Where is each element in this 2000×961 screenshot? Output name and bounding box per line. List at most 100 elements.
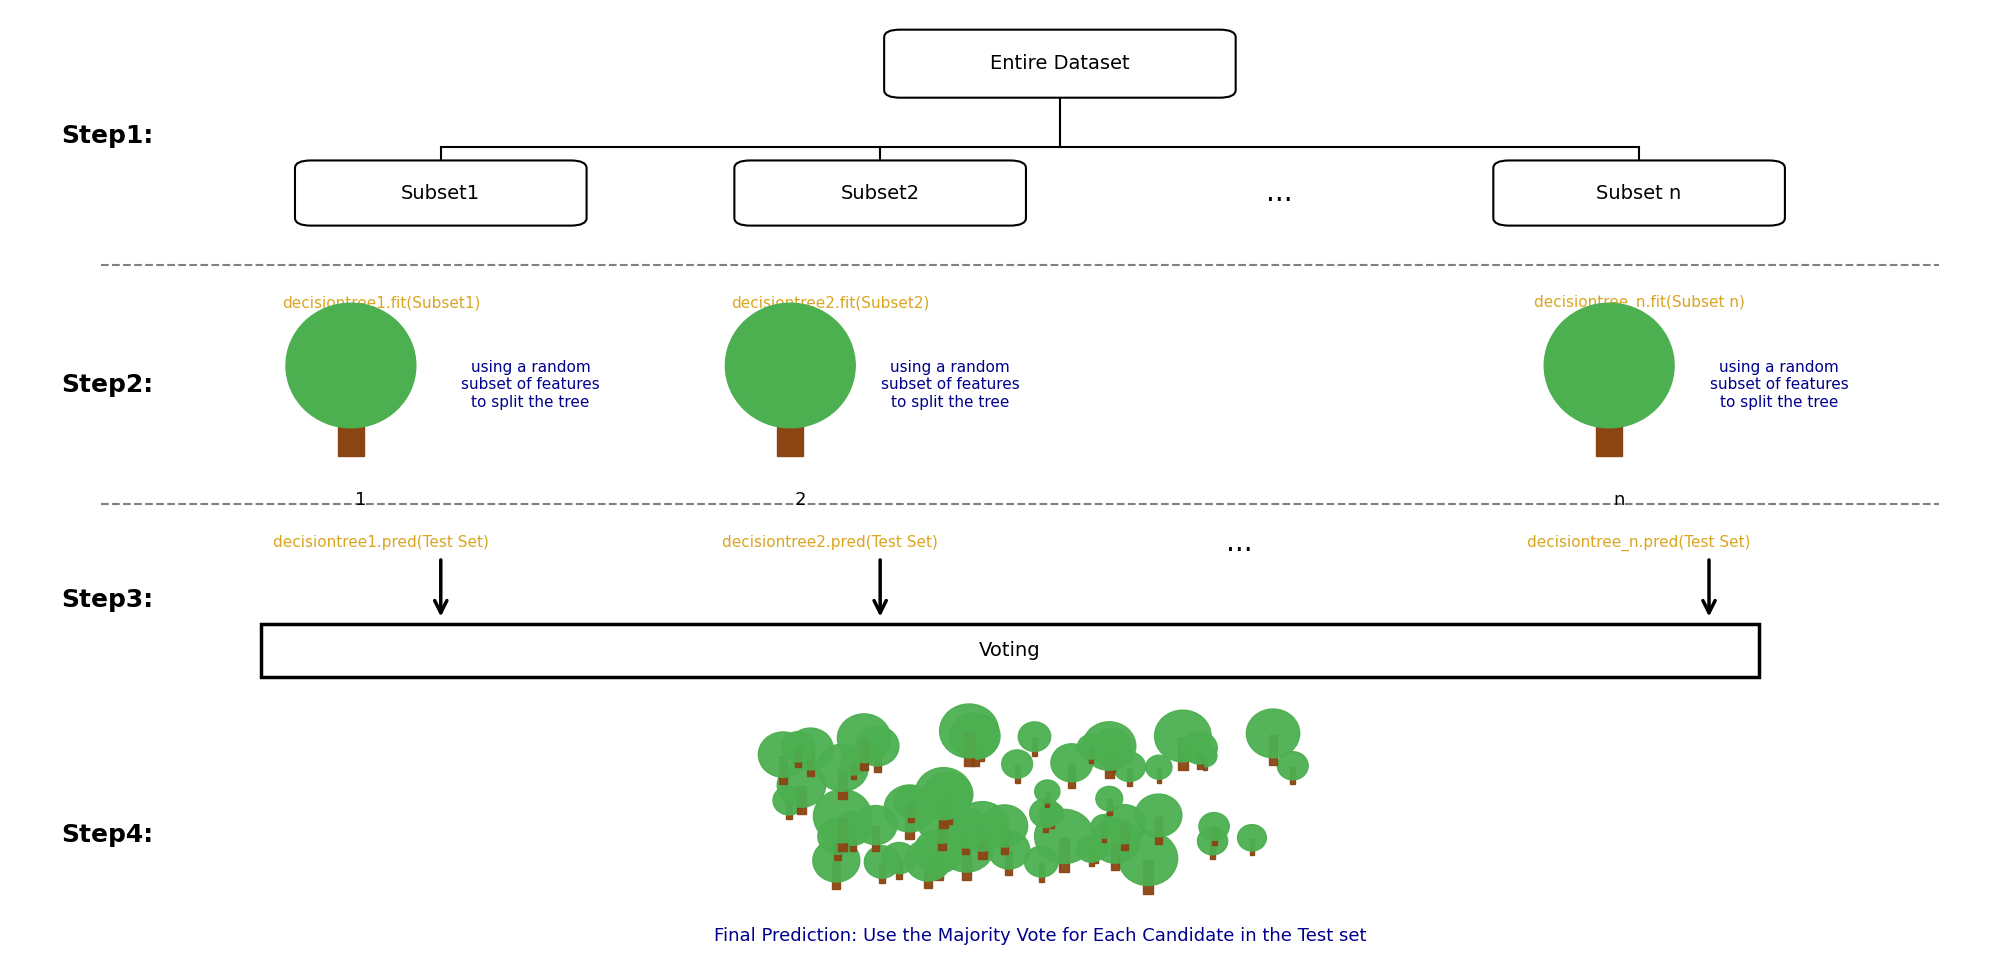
- Ellipse shape: [916, 768, 972, 820]
- Ellipse shape: [778, 763, 826, 807]
- Bar: [1088, 748, 1094, 763]
- Bar: [786, 801, 792, 820]
- Text: Step4:: Step4:: [62, 823, 154, 847]
- Ellipse shape: [1076, 835, 1106, 862]
- Bar: [1212, 827, 1216, 845]
- Bar: [874, 748, 880, 772]
- Ellipse shape: [1198, 813, 1230, 840]
- Bar: [852, 764, 856, 778]
- Bar: [872, 826, 880, 850]
- Bar: [1290, 767, 1296, 784]
- Bar: [964, 732, 974, 766]
- Text: decisiontree1.pred(Test Set): decisiontree1.pred(Test Set): [272, 535, 488, 551]
- Ellipse shape: [834, 811, 872, 846]
- Bar: [970, 738, 980, 767]
- Ellipse shape: [726, 304, 856, 428]
- Text: 1: 1: [356, 491, 366, 508]
- Ellipse shape: [1082, 722, 1136, 771]
- Text: ...: ...: [1266, 179, 1292, 207]
- Bar: [1126, 768, 1132, 786]
- Text: decisiontree_n.fit(Subset n): decisiontree_n.fit(Subset n): [1534, 295, 1744, 311]
- Ellipse shape: [1050, 744, 1092, 782]
- Bar: [798, 786, 806, 814]
- Ellipse shape: [1198, 827, 1228, 855]
- Bar: [1210, 842, 1216, 859]
- Ellipse shape: [816, 744, 868, 791]
- Bar: [1046, 792, 1050, 806]
- Ellipse shape: [1096, 786, 1122, 811]
- Text: Step2:: Step2:: [62, 373, 154, 397]
- Ellipse shape: [1002, 750, 1032, 778]
- Bar: [962, 849, 972, 880]
- Text: 2: 2: [794, 491, 806, 508]
- Ellipse shape: [1090, 728, 1132, 766]
- Bar: [1094, 849, 1098, 863]
- Text: using a random
subset of features
to split the tree: using a random subset of features to spl…: [462, 359, 600, 409]
- Bar: [1006, 851, 1012, 875]
- Ellipse shape: [1034, 780, 1060, 803]
- Bar: [780, 756, 788, 784]
- Text: decisiontree_n.pred(Test Set): decisiontree_n.pred(Test Set): [1528, 534, 1750, 551]
- Ellipse shape: [818, 819, 858, 854]
- Text: Step3:: Step3:: [62, 588, 154, 612]
- Bar: [906, 810, 914, 839]
- Bar: [1120, 825, 1128, 850]
- Bar: [1088, 850, 1094, 867]
- Text: using a random
subset of features
to split the tree: using a random subset of features to spl…: [880, 359, 1020, 409]
- Ellipse shape: [988, 830, 1030, 869]
- Bar: [1042, 814, 1048, 832]
- Ellipse shape: [1024, 847, 1058, 877]
- Bar: [1108, 800, 1112, 815]
- Bar: [1250, 839, 1254, 855]
- Bar: [1144, 860, 1152, 894]
- Bar: [806, 751, 814, 776]
- Bar: [938, 796, 948, 827]
- Ellipse shape: [982, 805, 1028, 847]
- Ellipse shape: [1194, 745, 1216, 767]
- Ellipse shape: [1146, 755, 1172, 779]
- Text: ...: ...: [1226, 529, 1252, 556]
- Ellipse shape: [772, 786, 804, 815]
- Ellipse shape: [966, 731, 996, 757]
- Ellipse shape: [1092, 815, 1116, 838]
- Ellipse shape: [906, 839, 952, 881]
- Text: Subset1: Subset1: [402, 184, 480, 203]
- Ellipse shape: [950, 713, 1000, 759]
- Bar: [1112, 842, 1120, 870]
- Text: Step1:: Step1:: [62, 124, 154, 148]
- Ellipse shape: [286, 304, 416, 428]
- Bar: [924, 861, 932, 888]
- Bar: [944, 796, 952, 825]
- Ellipse shape: [944, 808, 988, 848]
- Ellipse shape: [1082, 836, 1108, 860]
- Bar: [1196, 749, 1202, 769]
- Ellipse shape: [1018, 722, 1050, 752]
- Text: Subset n: Subset n: [1596, 184, 1682, 203]
- Bar: [1060, 838, 1070, 872]
- Ellipse shape: [1034, 809, 1094, 864]
- Ellipse shape: [916, 797, 966, 843]
- Bar: [1014, 765, 1020, 782]
- Ellipse shape: [758, 732, 808, 777]
- Bar: [834, 837, 840, 860]
- Ellipse shape: [814, 790, 872, 843]
- Ellipse shape: [782, 731, 814, 762]
- Bar: [832, 862, 840, 889]
- Bar: [778, 370, 804, 456]
- Ellipse shape: [1090, 819, 1140, 863]
- FancyBboxPatch shape: [884, 30, 1236, 98]
- Bar: [1154, 817, 1162, 844]
- Bar: [1032, 738, 1038, 756]
- Text: using a random
subset of features
to split the tree: using a random subset of features to spl…: [1710, 359, 1848, 409]
- Bar: [1178, 738, 1188, 770]
- Text: n: n: [1614, 491, 1624, 508]
- Bar: [796, 748, 800, 767]
- Bar: [838, 769, 846, 799]
- Bar: [860, 740, 868, 770]
- Ellipse shape: [1102, 804, 1146, 844]
- Bar: [1102, 827, 1106, 842]
- Ellipse shape: [938, 822, 994, 872]
- Ellipse shape: [1154, 710, 1212, 762]
- Bar: [262, 625, 1758, 677]
- Ellipse shape: [1114, 752, 1146, 781]
